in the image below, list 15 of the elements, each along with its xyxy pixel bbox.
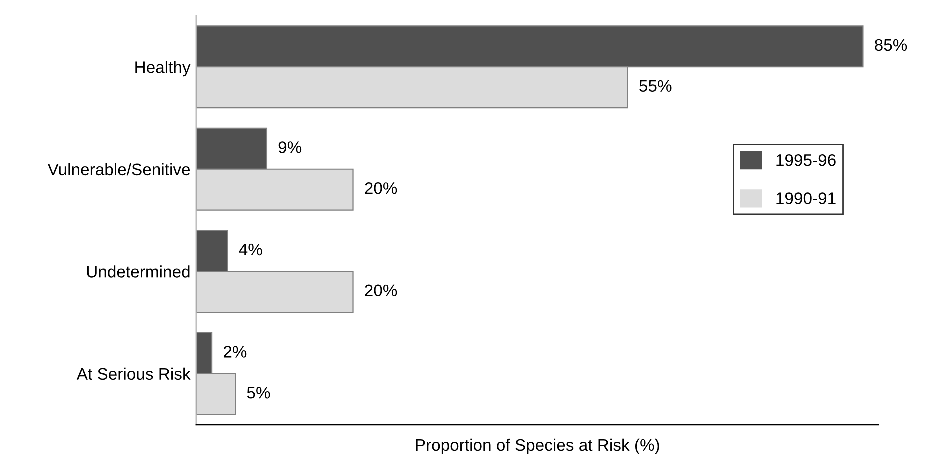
legend-label: 1995-96 (776, 154, 836, 166)
data-label: 4% (239, 244, 262, 256)
x-axis-title: Proportion of Species at Risk (%) (416, 438, 660, 454)
y-tick-label: At Serious Risk (76, 368, 191, 380)
data-label: 5% (247, 387, 270, 399)
data-label: 55% (640, 80, 672, 92)
data-label: 20% (365, 284, 398, 297)
data-label: 9% (278, 142, 302, 154)
y-tick-label: Healthy (136, 61, 191, 77)
y-tick-label: Undetermined (87, 266, 190, 278)
legend-label: 1990-91 (776, 192, 836, 204)
data-label: 85% (875, 39, 908, 52)
data-label: 20% (365, 182, 398, 194)
y-tick-label: Vulnerable/Senitive (48, 163, 190, 176)
data-label: 2% (224, 346, 247, 358)
